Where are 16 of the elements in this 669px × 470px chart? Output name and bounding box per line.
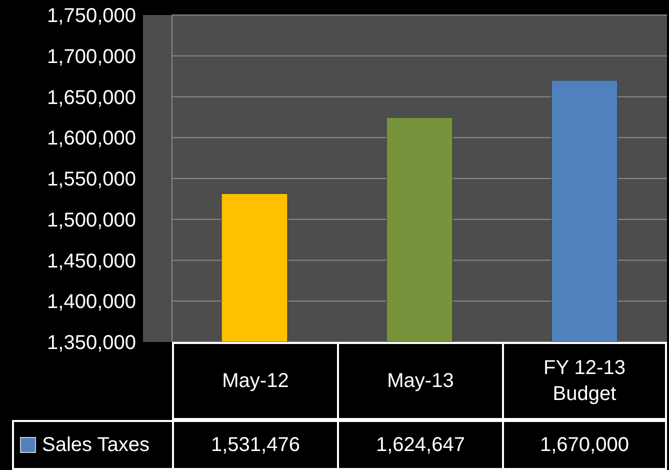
y-tick-label: 1,550,000 bbox=[47, 168, 136, 191]
y-tick-label: 1,450,000 bbox=[47, 250, 136, 272]
data-label: 1,624,647 bbox=[337, 420, 502, 470]
y-tick-label: 1,350,000 bbox=[47, 332, 136, 354]
y-tick-label: 1,400,000 bbox=[47, 291, 136, 314]
x-tick-label: May-12 bbox=[172, 342, 337, 420]
y-tick-label: 1,650,000 bbox=[47, 86, 136, 109]
legend-label: Sales Taxes bbox=[42, 434, 150, 456]
data-label: 1,670,000 bbox=[502, 420, 667, 470]
y-tick-label: 1,750,000 bbox=[47, 5, 136, 28]
y-tick-label: 1,500,000 bbox=[47, 209, 136, 232]
data-label: 1,531,476 bbox=[172, 420, 337, 470]
x-tick-label: May-13 bbox=[337, 342, 502, 420]
y-tick-label: 1,600,000 bbox=[47, 128, 136, 150]
y-tick-label: 1,700,000 bbox=[47, 46, 136, 68]
x-tick-label: FY 12-13 Budget bbox=[502, 342, 667, 420]
